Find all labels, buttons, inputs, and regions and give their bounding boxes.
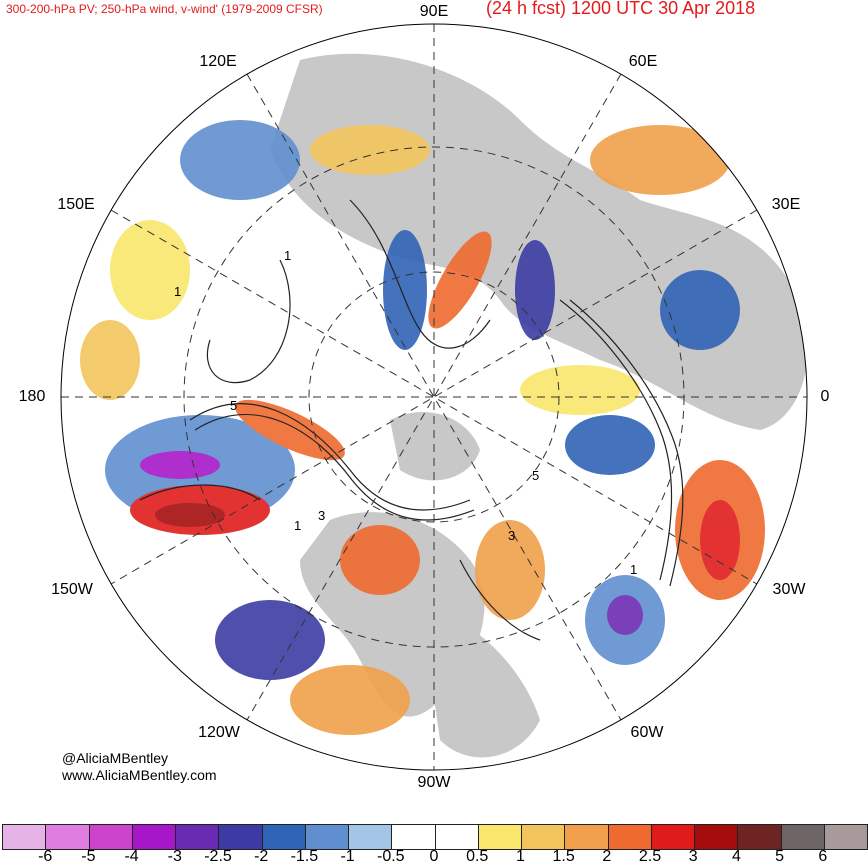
pv-anomaly-shading [80,120,765,735]
lon-label-120w: 120W [196,724,242,742]
lon-label-180: 180 [16,388,48,406]
credits: @AliciaMBentley www.AliciaMBentley.com [62,750,217,784]
colorbar-segment [435,825,479,849]
colorbar-segment [738,825,782,849]
colorbar-segment [781,825,825,849]
contour-label: 5 [230,398,238,413]
forecast-time-title: (24 h fcst) 1200 UTC 30 Apr 2018 [486,0,756,18]
colorbar-segment [3,825,47,849]
colorbar-segment [651,825,695,849]
lon-label-60w: 60W [628,724,666,742]
colorbar-segment [392,825,436,849]
colorbar-tick-label: 5 [775,848,785,865]
map-boundary [60,23,808,771]
colorbar-tick-label: 0.5 [466,848,489,865]
polar-map-svg [60,23,808,771]
colorbar-tick-label: 2 [602,848,612,865]
lon-label-90w: 90W [415,774,453,792]
colorbar-segment [608,825,652,849]
colorbar-tick-label: 1 [515,848,525,865]
lon-label-120e: 120E [197,53,239,71]
colorbar-tick-label: -1 [340,848,355,865]
colorbar-tick-label: 6 [818,848,828,865]
polar-map [60,23,808,771]
colorbar-tick-label: -5 [81,848,96,865]
colorbar-tick-label: -1.5 [290,848,319,865]
colorbar-tick-label: 2.5 [638,848,662,865]
colorbar-segment [695,825,739,849]
credit-website: www.AliciaMBentley.com [62,767,217,783]
lon-label-90e: 90E [417,3,451,21]
contour-label: 3 [508,528,516,543]
colorbar-segment [305,825,349,849]
colorbar-tick-label: -2.5 [204,848,232,865]
contour-label: 1 [294,518,302,533]
map-field-layer [61,24,807,770]
contour-label: 1 [284,248,292,263]
contour-label: 5 [532,468,540,483]
colorbar-segment [132,825,176,849]
colorbar-tick-label: -6 [38,848,53,865]
credit-handle: @AliciaMBentley [62,750,169,766]
contour-label: 3 [318,508,326,523]
colorbar-tick-label: 0 [429,848,439,865]
colorbar-segment [478,825,522,849]
colorbar-tick-label: 3 [688,848,698,865]
wind-speed-contours [139,199,684,641]
pv-colorbar [2,824,868,850]
colorbar-tick-label: -2 [254,848,269,865]
lon-label-150w: 150W [49,581,95,599]
colorbar-segment [262,825,306,849]
colorbar-tick-label: -4 [124,848,139,865]
lon-label-0: 0 [818,388,832,406]
colorbar-segment [46,825,90,849]
graticule [61,24,807,770]
chart-subtitle: 300-200-hPa PV; 250-hPa wind, v-wind' (1… [6,2,323,16]
colorbar-segment [522,825,566,849]
colorbar-tick-label: -3 [167,848,182,865]
colorbar-segment [219,825,263,849]
lon-label-60e: 60E [626,53,660,71]
colorbar-tick-label: 1.5 [552,848,575,865]
colorbar-segment [176,825,220,849]
contour-label: 1 [630,562,638,577]
colorbar-segment [565,825,609,849]
colorbar-segment [349,825,393,849]
colorbar-tick-label: -0.5 [377,848,405,865]
lon-label-30e: 30E [769,196,803,214]
lon-label-150e: 150E [55,196,97,214]
contour-label: 1 [174,284,182,299]
colorbar-tick-label: 4 [731,848,741,865]
colorbar-segment [89,825,133,849]
colorbar-segment [824,825,867,849]
lon-label-30w: 30W [770,581,808,599]
